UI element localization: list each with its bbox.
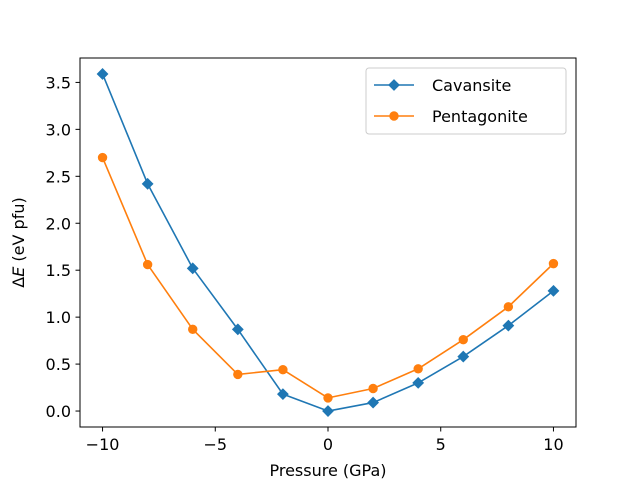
cavansite-point (367, 396, 379, 409)
legend: Cavansite Pentagonite (365, 67, 567, 135)
legend-label-cavansite: Cavansite (432, 76, 511, 95)
x-axis-label: Pressure (GPa) (269, 461, 386, 480)
series-layer (96, 68, 560, 417)
pentagonite-point (323, 393, 333, 403)
y-axis-label: ΔE (eV pfu) (9, 197, 28, 287)
cavansite-point (186, 262, 199, 275)
x-tick-label: 5 (436, 435, 446, 454)
pentagonite-point (548, 258, 559, 269)
pentagonite-point (278, 365, 288, 375)
y-tick-label: 2.5 (46, 167, 71, 186)
y-tick-label: 2.0 (46, 214, 71, 233)
y-tick-label: 3.0 (46, 120, 71, 139)
cavansite-point (231, 323, 244, 336)
y-tick-label: 0.0 (46, 402, 71, 421)
y-tick-label: 1.0 (46, 308, 71, 327)
legend-marker-pentagonite (389, 111, 399, 121)
pentagonite-point (233, 369, 243, 380)
cavansite-point (277, 388, 289, 401)
legend-item-pentagonite: Pentagonite (374, 107, 528, 126)
cavansite-point (412, 376, 425, 389)
legend-label-pentagonite: Pentagonite (432, 107, 528, 126)
cavansite-point (547, 284, 560, 297)
cavansite-point (141, 177, 154, 190)
x-tick-label: 10 (543, 435, 563, 454)
pentagonite-point (368, 383, 378, 394)
x-tick-label: −10 (86, 435, 120, 454)
series-pentagonite (97, 152, 559, 403)
cavansite-point (457, 350, 470, 363)
y-tick-label: 0.5 (46, 355, 71, 374)
legend-marker-cavansite (388, 79, 400, 91)
pentagonite-point (142, 259, 153, 270)
axis-ticks: −10 −5 0 5 10 0.0 0.5 1.0 1.5 2.0 2.5 3.0 3.5 (46, 73, 564, 454)
legend-frame (365, 67, 567, 135)
legend-item-cavansite: Cavansite (374, 76, 511, 95)
x-tick-label: −5 (203, 435, 227, 454)
pentagonite-point (458, 334, 468, 345)
cavansite-point (502, 319, 515, 332)
y-tick-label: 1.5 (46, 261, 71, 280)
cavansite-point (322, 405, 334, 417)
pentagonite-point (97, 152, 108, 163)
series-cavansite (96, 68, 560, 417)
x-tick-label: 0 (323, 435, 333, 454)
cavansite-point (96, 68, 109, 80)
pentagonite-point (413, 364, 423, 374)
legend-items: Cavansite Pentagonite (374, 76, 528, 126)
pentagonite-point (188, 324, 198, 335)
pentagonite-point (503, 302, 514, 312)
y-tick-label: 3.5 (46, 73, 71, 92)
